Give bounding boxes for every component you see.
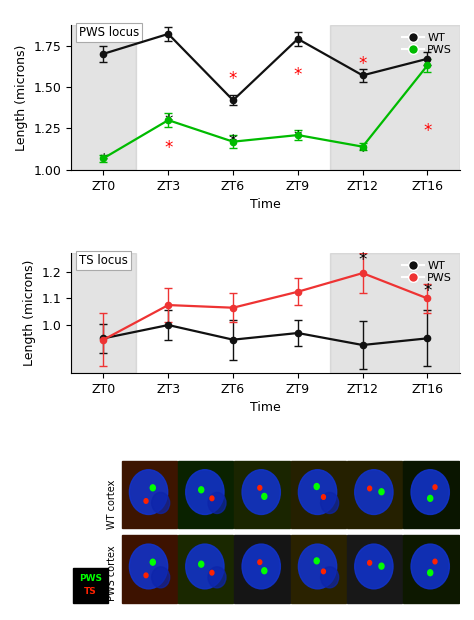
Text: TS: TS [84,587,97,596]
Circle shape [321,495,326,499]
Text: PWS cortex: PWS cortex [107,545,117,601]
Circle shape [150,559,155,565]
Text: *: * [423,282,432,300]
Circle shape [129,544,168,589]
Y-axis label: Length (microns): Length (microns) [23,260,36,366]
Circle shape [411,470,449,515]
Circle shape [210,570,214,575]
Circle shape [299,470,337,515]
Bar [235,535,290,603]
Circle shape [152,567,170,588]
Circle shape [379,489,384,495]
Bar [178,535,233,603]
Text: *: * [229,133,237,151]
Text: *: * [293,129,302,147]
Bar [291,535,346,603]
Bar [330,25,460,170]
Circle shape [355,544,393,589]
Bar [291,461,346,528]
Circle shape [368,486,372,491]
Circle shape [144,498,148,503]
Circle shape [411,544,449,589]
Bar [178,461,233,528]
Circle shape [262,494,267,499]
Text: TS locus: TS locus [79,254,128,267]
Bar [403,535,459,603]
Circle shape [262,568,267,574]
Bar [347,535,402,603]
Text: *: * [358,55,367,73]
Text: *: * [293,66,302,84]
Y-axis label: Length (microns): Length (microns) [15,44,28,151]
Bar [122,461,177,528]
Text: *: * [358,251,367,269]
Bar [347,461,402,528]
Bar [403,461,459,528]
Circle shape [428,570,433,576]
Legend: WT, PWS: WT, PWS [400,30,454,57]
Circle shape [186,544,224,589]
Text: *: * [164,140,173,157]
Circle shape [299,544,337,589]
Circle shape [199,487,204,493]
Circle shape [355,470,393,515]
Circle shape [186,470,224,515]
Bar [122,535,177,603]
Circle shape [428,495,433,502]
Circle shape [258,485,262,490]
Circle shape [208,567,226,588]
Circle shape [320,567,338,588]
Circle shape [129,470,168,515]
Circle shape [152,492,170,513]
Circle shape [379,563,384,569]
Bar [71,25,136,170]
X-axis label: Time: Time [250,401,281,414]
Text: *: * [99,153,108,171]
Circle shape [433,559,437,564]
Circle shape [258,560,262,564]
Bar [71,253,136,373]
Text: PWS: PWS [79,574,102,583]
Bar [330,253,460,373]
Text: *: * [358,143,367,161]
Bar [73,568,108,603]
Circle shape [242,470,280,515]
Circle shape [199,561,204,567]
Circle shape [242,544,280,589]
Circle shape [321,569,326,574]
Legend: WT, PWS: WT, PWS [400,259,454,285]
Bar [235,461,290,528]
Circle shape [320,492,338,513]
Circle shape [368,560,372,565]
Circle shape [144,573,148,578]
X-axis label: Time: Time [250,198,281,211]
Circle shape [314,558,319,564]
Text: WT cortex: WT cortex [107,479,117,529]
Circle shape [150,485,155,491]
Text: *: * [164,113,173,131]
Text: *: * [423,122,432,140]
Circle shape [208,492,226,513]
Circle shape [433,485,437,489]
Circle shape [314,484,319,489]
Text: PWS locus: PWS locus [79,26,139,39]
Text: *: * [229,71,237,89]
Circle shape [210,496,214,500]
